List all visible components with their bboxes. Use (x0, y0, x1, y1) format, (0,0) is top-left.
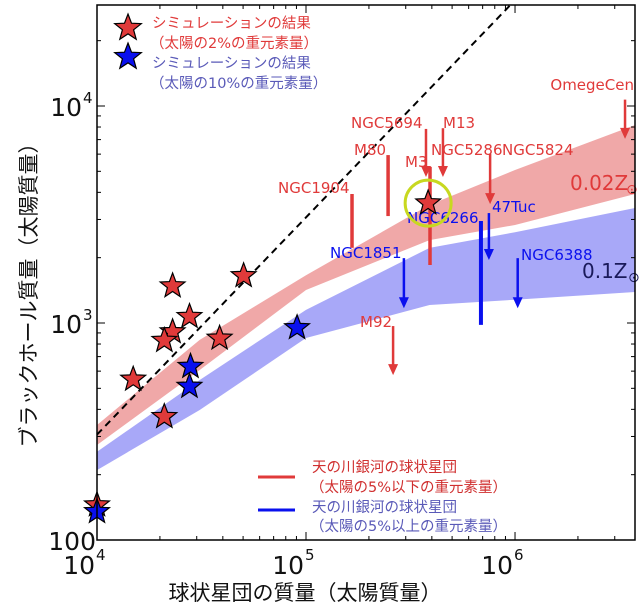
red-star-icon (113, 12, 143, 41)
legend-blue-line2: （太陽の10%の重元素量） (150, 75, 327, 92)
obs-label-NGC5824: NGC5824 (502, 141, 574, 159)
arrow-down-icon (512, 297, 523, 309)
arrow-down-icon (483, 249, 494, 261)
top-legend: シミュレーションの結果 （太陽の2%の重元素量） シミュレーションの結果 （太陽… (113, 12, 327, 92)
arrow-down-icon (388, 364, 399, 376)
legend-red-obs-line1: 天の川銀河の球状星団 (312, 459, 457, 476)
blue-star-icon (113, 41, 143, 70)
legend-red-line1: シミュレーションの結果 (152, 15, 311, 32)
arrow-down-icon (398, 297, 409, 309)
obs-label-NGC6266: NGC6266 (407, 209, 479, 227)
y-tick-label: 100 (48, 527, 96, 556)
legend-red-star-icon (113, 12, 143, 41)
x-axis-title: 球状星団の質量（太陽質量） (169, 581, 442, 605)
obs-label-M92: M92 (360, 313, 392, 331)
red-simulation-star (414, 188, 443, 215)
obs-label-M3: M3 (405, 153, 428, 171)
reference-line-group (96, 4, 512, 436)
blue-simulation-star (175, 371, 204, 399)
blue-simulation-star (176, 351, 205, 379)
x-tick-exponent: 5 (305, 546, 315, 564)
legend-blue-line1: シミュレーションの結果 (152, 55, 311, 72)
bottom-legend: 天の川銀河の球状星団 （太陽の5%以下の重元素量） 天の川銀河の球状星団 （太陽… (258, 459, 507, 535)
obs-label-M80: M80 (354, 141, 386, 159)
obs-label-47Tuc: 47Tuc (492, 198, 536, 216)
sun-symbol-icon: ⊙ (628, 270, 640, 286)
red-simulation-star (119, 364, 148, 392)
x-tick-exponent: 4 (96, 546, 106, 564)
x-tick-label: 10 (272, 551, 304, 580)
legend-blue-obs-line2: （太陽の5%以上の重元素量） (310, 518, 507, 535)
y-axis-title: ブラックホール質量（太陽質量） (17, 133, 41, 448)
red-simulation-star (150, 325, 179, 353)
obs-label-M13: M13 (443, 114, 475, 132)
y-tick-exponent: 4 (83, 89, 93, 107)
band-label-red: 0.02Z (570, 171, 628, 195)
arrow-down-icon (437, 165, 448, 177)
obs-label-NGC5286: NGC5286 (431, 141, 503, 159)
x-tick-label: 10 (481, 551, 513, 580)
highlight-circle (403, 178, 453, 228)
legend-blue-obs-line1: 天の川銀河の球状星団 (312, 499, 457, 516)
red-simulation-star (158, 271, 187, 298)
obs-label-NGC1904: NGC1904 (278, 179, 350, 197)
legend-red-obs-line2: （太陽の5%以下の重元素量） (310, 479, 507, 496)
x-tick-exponent: 6 (514, 546, 524, 564)
red-simulation-star (229, 261, 258, 288)
dashed-reference-line (96, 4, 512, 436)
x-tick-label: 10 (63, 551, 95, 580)
obs-label-NGC1851: NGC1851 (330, 244, 402, 262)
blue-metallicity-band (97, 207, 635, 471)
band-label-blue: 0.1Z (582, 259, 628, 283)
legend-blue-star-icon (113, 41, 143, 70)
obs-label-NGC6388: NGC6388 (521, 246, 593, 264)
red-metallicity-band (97, 125, 635, 446)
plot-frame (96, 4, 636, 541)
obs-label-OmegeCen: OmegeCen (550, 76, 634, 94)
blue-simulation-star (283, 313, 312, 340)
red-simulation-star (205, 323, 234, 351)
red-simulation-star (150, 402, 179, 429)
metallicity-bands: 0.02Z⊙0.1Z ⊙ (97, 125, 640, 471)
red-simulation-star (175, 301, 204, 329)
y-tick-label: 10 (50, 310, 82, 339)
legend-red-line2: （太陽の2%の重元素量） (150, 35, 318, 52)
arrow-down-icon (620, 127, 631, 139)
arrow-down-icon (485, 193, 496, 205)
y-tick-exponent: 3 (83, 306, 93, 324)
sun-symbol-icon: ⊙ (626, 182, 638, 198)
y-tick-label: 10 (50, 93, 82, 122)
obs-label-NGC5694: NGC5694 (351, 114, 423, 132)
